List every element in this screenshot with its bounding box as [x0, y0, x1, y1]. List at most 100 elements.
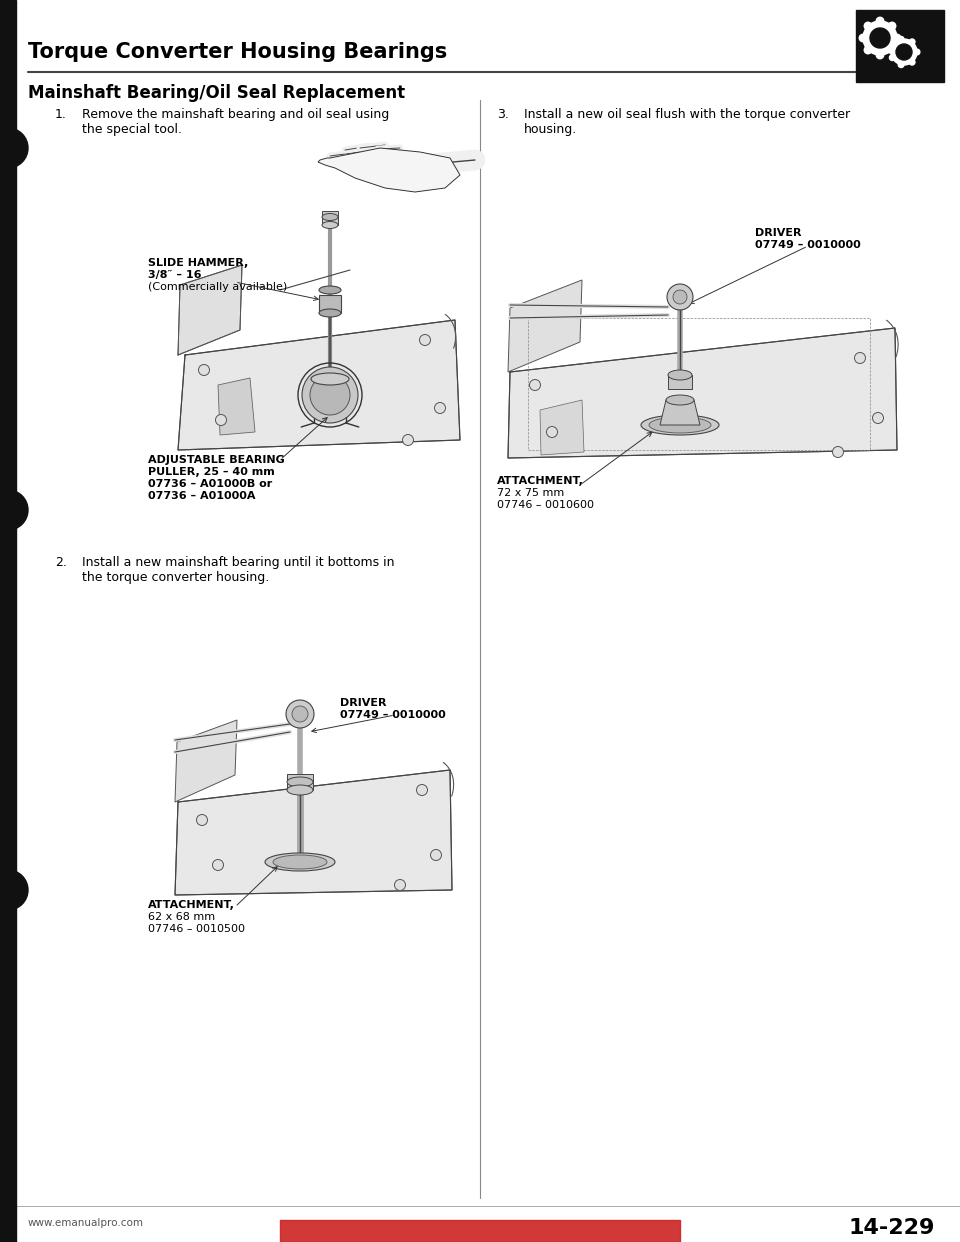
Circle shape — [546, 426, 558, 437]
Ellipse shape — [322, 214, 338, 221]
Circle shape — [873, 412, 883, 424]
Text: 07749 – 0010000: 07749 – 0010000 — [755, 240, 861, 250]
Circle shape — [876, 51, 884, 58]
Text: 3.: 3. — [497, 108, 509, 120]
Ellipse shape — [649, 417, 711, 433]
Text: 72 x 75 mm: 72 x 75 mm — [497, 488, 564, 498]
Circle shape — [292, 705, 308, 722]
Bar — [280, 1220, 680, 1242]
Polygon shape — [218, 378, 255, 435]
Ellipse shape — [666, 395, 694, 405]
Text: 07736 – A01000B or: 07736 – A01000B or — [148, 479, 273, 489]
Ellipse shape — [287, 777, 313, 787]
Text: Torque Converter Housing Bearings: Torque Converter Housing Bearings — [28, 42, 447, 62]
Circle shape — [0, 128, 28, 168]
Polygon shape — [178, 265, 242, 355]
Text: ADJUSTABLE BEARING: ADJUSTABLE BEARING — [148, 455, 285, 465]
Polygon shape — [508, 279, 582, 373]
Circle shape — [310, 375, 350, 415]
Circle shape — [863, 21, 897, 55]
Circle shape — [859, 35, 867, 42]
Ellipse shape — [641, 415, 719, 435]
Circle shape — [909, 39, 915, 45]
Circle shape — [876, 34, 884, 42]
Ellipse shape — [311, 373, 349, 385]
Text: DRIVER: DRIVER — [340, 698, 387, 708]
Polygon shape — [660, 400, 700, 425]
Circle shape — [888, 22, 896, 30]
Circle shape — [0, 491, 28, 530]
Text: ATTACHMENT,: ATTACHMENT, — [497, 476, 584, 486]
Circle shape — [832, 447, 844, 457]
Circle shape — [395, 879, 405, 891]
Text: 1.: 1. — [55, 108, 67, 120]
Polygon shape — [318, 148, 460, 193]
Text: 14-229: 14-229 — [849, 1218, 935, 1238]
Polygon shape — [175, 720, 237, 802]
Circle shape — [870, 29, 890, 48]
Bar — [287, 774, 313, 790]
Circle shape — [899, 62, 904, 67]
Polygon shape — [178, 320, 460, 450]
Circle shape — [889, 55, 895, 61]
Circle shape — [430, 850, 442, 861]
Circle shape — [530, 380, 540, 390]
Circle shape — [673, 289, 687, 304]
Text: SLIDE HAMMER,: SLIDE HAMMER, — [148, 258, 249, 268]
Text: (Commercially available): (Commercially available) — [148, 282, 287, 292]
Text: 07736 – A01000A: 07736 – A01000A — [148, 491, 255, 501]
Circle shape — [286, 700, 314, 728]
Circle shape — [891, 39, 917, 65]
Circle shape — [302, 366, 358, 424]
Circle shape — [215, 415, 227, 426]
Text: PULLER, 25 – 40 mm: PULLER, 25 – 40 mm — [148, 467, 275, 477]
Polygon shape — [508, 328, 897, 458]
Bar — [856, 10, 944, 82]
Circle shape — [909, 60, 915, 65]
Circle shape — [889, 43, 895, 50]
Bar — [322, 211, 338, 225]
Text: DRIVER: DRIVER — [755, 229, 802, 238]
Circle shape — [420, 334, 430, 345]
Text: 07746 – 0010500: 07746 – 0010500 — [148, 924, 245, 934]
Circle shape — [914, 50, 920, 55]
Circle shape — [0, 869, 28, 910]
Circle shape — [435, 402, 445, 414]
Circle shape — [893, 35, 900, 42]
Text: 3/8″ – 16: 3/8″ – 16 — [148, 270, 202, 279]
Text: www.emanualpro.com: www.emanualpro.com — [28, 1218, 144, 1228]
Ellipse shape — [322, 221, 338, 229]
Text: ATTACHMENT,: ATTACHMENT, — [148, 900, 235, 910]
Circle shape — [402, 435, 414, 446]
Circle shape — [667, 284, 693, 310]
Ellipse shape — [319, 286, 341, 294]
Circle shape — [864, 22, 872, 30]
Text: 62 x 68 mm: 62 x 68 mm — [148, 912, 215, 922]
Ellipse shape — [319, 309, 341, 317]
Text: 07749 – 0010000: 07749 – 0010000 — [340, 710, 445, 720]
Circle shape — [199, 364, 209, 375]
Circle shape — [899, 36, 904, 42]
Circle shape — [888, 46, 896, 53]
Text: 2.: 2. — [55, 556, 67, 569]
Ellipse shape — [668, 370, 692, 380]
Circle shape — [876, 17, 884, 25]
Circle shape — [417, 785, 427, 795]
Ellipse shape — [287, 785, 313, 795]
Text: Mainshaft Bearing/Oil Seal Replacement: Mainshaft Bearing/Oil Seal Replacement — [28, 84, 405, 102]
Text: 07746 – 0010600: 07746 – 0010600 — [497, 501, 594, 510]
Ellipse shape — [273, 854, 327, 869]
Circle shape — [900, 48, 907, 56]
Text: Install a new oil seal flush with the torque converter
housing.: Install a new oil seal flush with the to… — [524, 108, 851, 137]
Bar — [319, 296, 341, 313]
Polygon shape — [175, 770, 452, 895]
Text: Remove the mainshaft bearing and oil seal using
the special tool.: Remove the mainshaft bearing and oil sea… — [82, 108, 389, 137]
Circle shape — [212, 859, 224, 871]
Polygon shape — [540, 400, 584, 455]
Circle shape — [197, 815, 207, 826]
Text: carmanualsonline.info: carmanualsonline.info — [411, 1232, 549, 1242]
Circle shape — [864, 46, 872, 53]
Circle shape — [896, 43, 912, 60]
Ellipse shape — [265, 853, 335, 871]
Bar — [0, 0, 16, 1242]
